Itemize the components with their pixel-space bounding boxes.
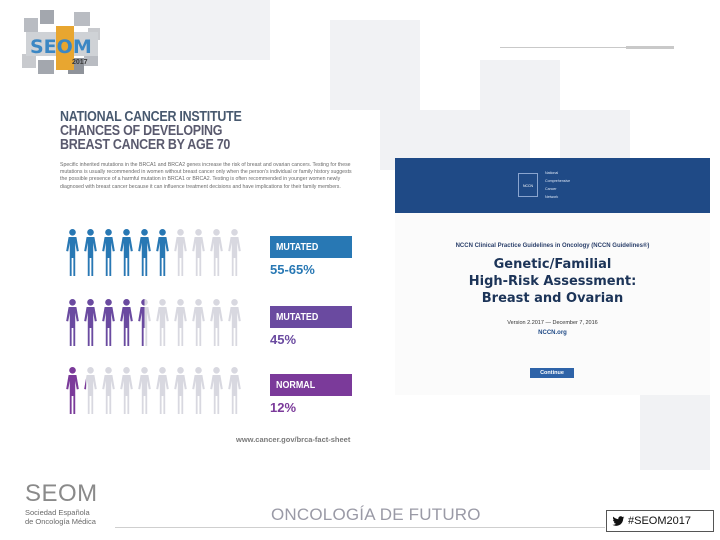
brca1-figure-row <box>65 228 242 278</box>
nccn-org-name: National Comprehensive Cancer Network <box>545 169 570 201</box>
woman-figure-icon <box>210 229 223 276</box>
nccn-title-line-1: Genetic/Familial <box>493 257 612 272</box>
svg-text:2017: 2017 <box>72 59 88 66</box>
woman-figure-icon <box>192 229 205 276</box>
woman-figure-icon <box>156 299 169 346</box>
nccn-title: Genetic/Familial High-Risk Assessment: B… <box>395 256 710 307</box>
nccn-header: NCCN National Comprehensive Cancer Netwo… <box>395 158 710 213</box>
nci-description: Specific inherited mutations in the BRCA… <box>60 162 352 190</box>
svg-text:SEOM: SEOM <box>30 36 92 58</box>
woman-figure-icon <box>192 299 205 346</box>
woman-figure-icon <box>102 367 115 414</box>
background-block <box>150 0 270 60</box>
woman-figure-icon <box>84 367 97 414</box>
woman-figure-icon <box>156 229 169 276</box>
brca2-label: MUTATED BRCA2 <box>276 311 319 345</box>
nccn-title-line-3: Breast and Ovarian <box>481 291 624 306</box>
brca2-percent: 45% <box>270 332 297 347</box>
woman-figure-icon <box>138 229 151 276</box>
normal-badge: NORMAL BRCA <box>270 374 352 413</box>
brca1-label: MUTATED BRCA1 <box>276 241 319 275</box>
woman-figure-icon <box>156 367 169 414</box>
nci-title: NATIONAL CANCER INSTITUTE CHANCES OF DEV… <box>60 109 314 153</box>
woman-figure-icon <box>66 367 79 414</box>
woman-figure-icon <box>210 299 223 346</box>
nci-title-line-3: BREAST CANCER BY AGE 70 <box>60 137 231 153</box>
top-divider-accent <box>626 46 674 49</box>
normal-percent: 12% <box>270 400 297 415</box>
woman-figure-icon <box>102 299 115 346</box>
brca2-badge: MUTATED BRCA2 <box>270 306 352 345</box>
woman-figure-icon <box>228 229 241 276</box>
woman-figure-icon <box>84 229 97 276</box>
woman-figure-icon <box>138 367 151 414</box>
woman-figure-icon <box>174 367 187 414</box>
footer-seom-name: SEOM <box>25 480 98 507</box>
woman-figure-icon <box>120 367 133 414</box>
nccn-logo: NCCN <box>518 173 538 197</box>
footer-seom-logo: SEOM Sociedad Española de Oncología Médi… <box>25 482 98 526</box>
brca1-badge: MUTATED BRCA1 <box>270 236 352 275</box>
footer-divider <box>115 527 605 528</box>
woman-figure-icon <box>66 299 79 346</box>
footer-seom-subtitle-2: de Oncología Médica <box>25 516 96 526</box>
footer-seom-subtitle-1: Sociedad Española <box>25 508 90 517</box>
nci-title-line-1: NATIONAL CANCER INSTITUTE <box>60 109 242 125</box>
woman-figure-icon <box>120 229 133 276</box>
woman-figure-icon <box>174 229 187 276</box>
nccn-org-line: National <box>545 171 559 175</box>
woman-figure-icon <box>228 367 241 414</box>
nccn-org-line: Comprehensive <box>545 179 571 183</box>
nci-title-line-2: CHANCES OF DEVELOPING <box>60 123 223 139</box>
nccn-link[interactable]: NCCN.org <box>538 330 567 336</box>
nccn-org-line: Network <box>545 195 559 199</box>
brca2-figure-row <box>65 298 242 348</box>
twitter-bird-icon <box>612 515 625 526</box>
woman-figure-icon <box>66 229 79 276</box>
normal-label: NORMAL BRCA <box>276 379 316 413</box>
woman-figure-icon <box>102 229 115 276</box>
brca1-percent: 55-65% <box>270 262 315 277</box>
woman-figure-icon <box>192 367 205 414</box>
normal-figure-row <box>65 366 242 416</box>
background-block <box>330 20 420 110</box>
hashtag-text: #SEOM2017 <box>628 515 691 527</box>
nci-url: www.cancer.gov/brca-fact-sheet <box>236 435 351 444</box>
nccn-org-line: Cancer <box>545 187 557 191</box>
woman-figure-icon <box>120 299 133 346</box>
nccn-subtitle: NCCN Clinical Practice Guidelines in Onc… <box>455 243 650 249</box>
seom-2017-logo: SEOM 2017 <box>22 10 100 74</box>
top-divider <box>500 47 626 48</box>
nci-infographic: NATIONAL CANCER INSTITUTE CHANCES OF DEV… <box>60 110 355 450</box>
nccn-version: Version 2.2017 — December 7, 2016 <box>507 320 598 326</box>
woman-figure-icon <box>210 367 223 414</box>
background-block <box>640 380 710 470</box>
background-block <box>560 110 630 160</box>
woman-figure-icon <box>138 299 151 346</box>
background-block <box>480 60 560 120</box>
hashtag-badge: #SEOM2017 <box>606 510 714 532</box>
continue-button[interactable]: Continue <box>530 368 574 378</box>
nccn-guideline-card: NCCN National Comprehensive Cancer Netwo… <box>395 158 710 395</box>
nccn-title-line-2: High-Risk Assessment: <box>468 274 637 289</box>
woman-figure-icon <box>174 299 187 346</box>
footer-slogan: ONCOLOGÍA DE FUTURO <box>271 505 481 524</box>
woman-figure-icon <box>228 299 241 346</box>
woman-figure-icon <box>84 299 97 346</box>
